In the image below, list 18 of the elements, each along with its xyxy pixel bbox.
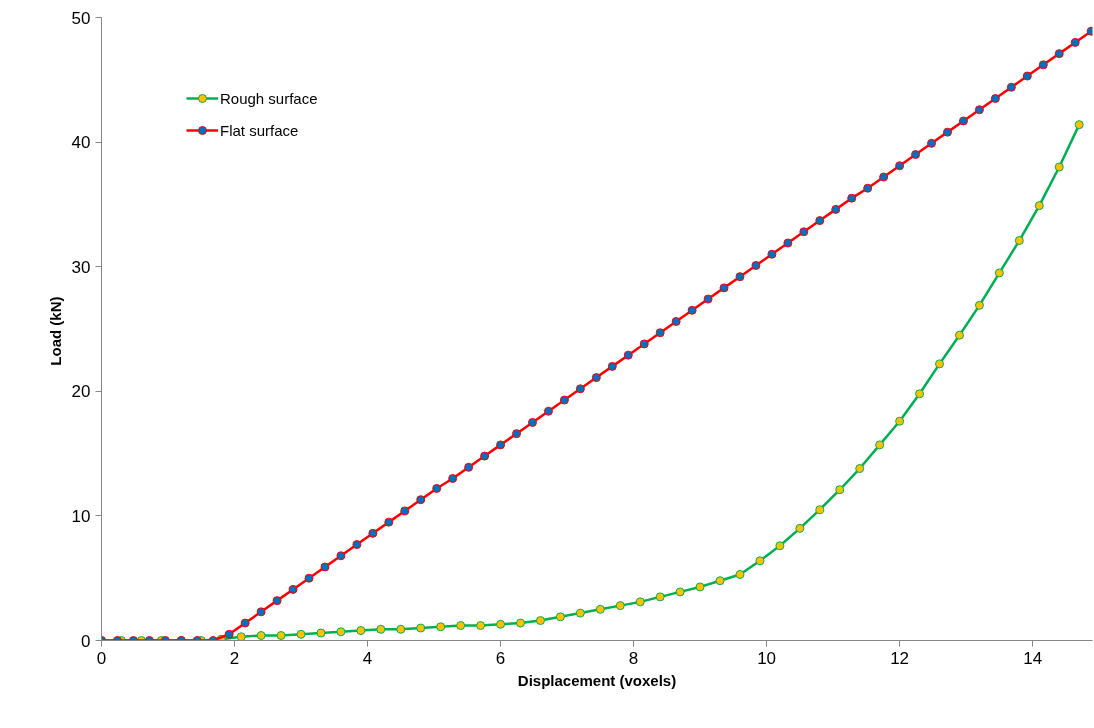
- x-tick-label: 2: [229, 648, 240, 668]
- x-tick-label: 8: [628, 648, 639, 668]
- x-tick-label: 6: [495, 648, 506, 668]
- x-tick-label: 0: [96, 648, 107, 668]
- x-tick-label: 4: [362, 648, 373, 668]
- y-tick-label: 30: [71, 257, 91, 277]
- y-tick-label: 40: [71, 133, 91, 153]
- legend-label: Rough surface: [220, 89, 318, 107]
- y-tick-label: 50: [71, 8, 91, 28]
- x-tick-label: 14: [1023, 648, 1043, 668]
- y-axis-title: Load (kN): [46, 296, 64, 366]
- legend-label: Flat surface: [220, 121, 299, 139]
- y-tick-label: 20: [71, 382, 91, 402]
- y-tick-label: 10: [71, 506, 91, 526]
- y-tick-label: 0: [81, 631, 91, 651]
- x-axis-title: Displacement (voxels): [517, 671, 677, 689]
- x-tick-label: 10: [757, 648, 777, 668]
- x-tick-label: 12: [890, 648, 910, 668]
